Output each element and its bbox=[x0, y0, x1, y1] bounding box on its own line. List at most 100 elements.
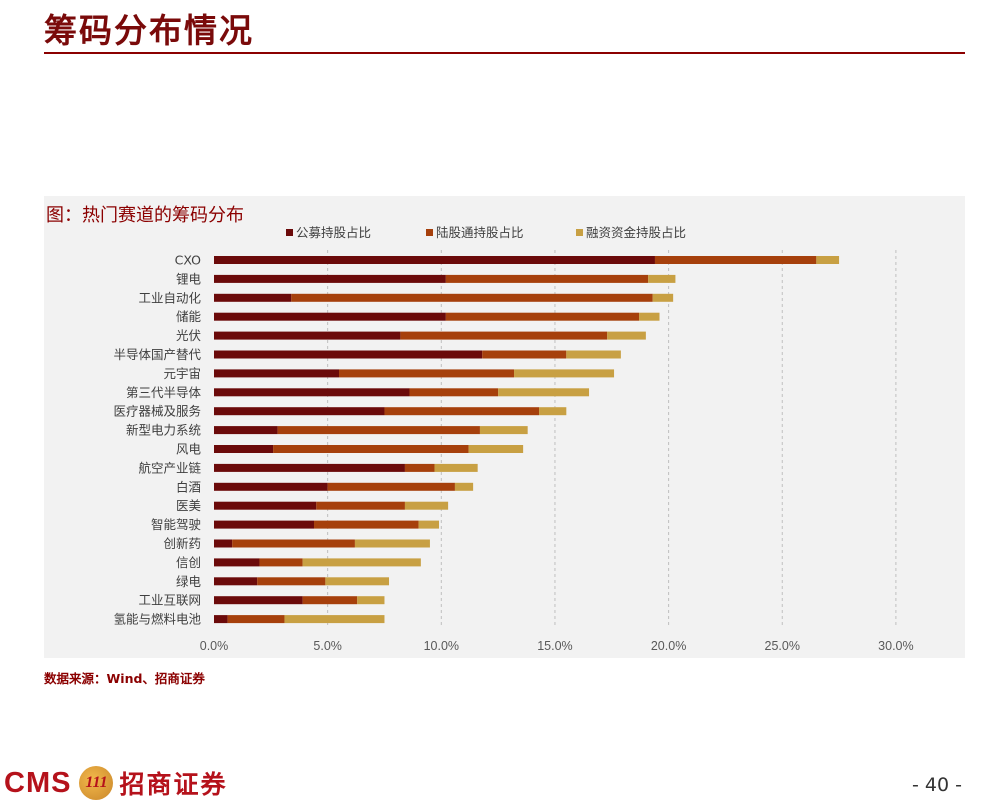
category-label: 创新药 bbox=[163, 536, 201, 551]
legend-swatch bbox=[286, 229, 293, 236]
category-label: 工业互联网 bbox=[138, 593, 201, 608]
bar-segment bbox=[277, 426, 480, 435]
x-tick-label: 25.0% bbox=[765, 639, 800, 653]
bar-segment bbox=[214, 388, 410, 397]
bar-segment bbox=[214, 256, 655, 264]
category-label: 医美 bbox=[176, 498, 201, 513]
x-tick-label: 20.0% bbox=[651, 639, 686, 653]
bar-segment bbox=[384, 407, 540, 416]
category-label: 第三代半导体 bbox=[126, 385, 202, 400]
bar-segment bbox=[232, 539, 355, 548]
legend-swatch bbox=[576, 229, 583, 236]
category-label: 新型电力系统 bbox=[126, 423, 201, 438]
category-label: 氢能与燃料电池 bbox=[113, 612, 201, 627]
logo-emblem-icon: 111 bbox=[79, 766, 114, 800]
bar-segment bbox=[654, 256, 817, 264]
bar-segment bbox=[514, 369, 615, 378]
bar-segment bbox=[214, 350, 483, 359]
category-label: 风电 bbox=[176, 442, 202, 457]
bar-segment bbox=[302, 596, 358, 605]
bar-segment bbox=[454, 482, 474, 491]
bar-segment bbox=[648, 274, 676, 283]
bar-segment bbox=[468, 445, 524, 453]
bar-segment bbox=[404, 463, 435, 472]
bar-segment bbox=[214, 426, 278, 435]
x-tick-label: 10.0% bbox=[424, 639, 459, 653]
bar-segment bbox=[257, 577, 326, 586]
bars-layer bbox=[214, 256, 840, 624]
bar-segment bbox=[339, 369, 515, 378]
title-divider bbox=[44, 52, 965, 54]
bar-segment bbox=[214, 482, 328, 491]
bar-segment bbox=[639, 312, 660, 321]
bar-segment bbox=[325, 577, 390, 586]
legend-label: 陆股通持股占比 bbox=[436, 225, 524, 240]
bar-segment bbox=[214, 615, 228, 624]
bar-segment bbox=[259, 558, 303, 567]
bar-segment bbox=[357, 596, 385, 605]
chart-caption: 图：热门赛道的筹码分布 bbox=[46, 205, 244, 226]
x-tick-label: 30.0% bbox=[878, 639, 913, 653]
legend-label: 公募持股占比 bbox=[296, 225, 371, 240]
bar-segment bbox=[482, 350, 567, 359]
bar-segment bbox=[607, 331, 646, 340]
x-tick-label: 5.0% bbox=[313, 639, 342, 653]
category-labels: CXO 锂电工业自动化储能光伏半导体国产替代元宇宙第三代半导体医疗器械及服务新型电… bbox=[113, 253, 201, 627]
bar-segment bbox=[302, 558, 421, 567]
bar-segment bbox=[214, 369, 340, 378]
grid-layer bbox=[327, 250, 897, 628]
bar-segment bbox=[409, 388, 499, 397]
category-label: 半导体国产替代 bbox=[113, 347, 201, 362]
bar-segment bbox=[404, 501, 449, 510]
category-label: 医疗器械及服务 bbox=[113, 404, 201, 419]
category-label: 绿电 bbox=[176, 574, 202, 589]
x-axis-ticks: 0.0% 5.0% 10.0% 15.0% 20.0% 25.0% 30.0% bbox=[200, 639, 914, 653]
page-number: - 40 - bbox=[912, 774, 962, 796]
bar-segment bbox=[314, 520, 419, 529]
bar-segment bbox=[214, 577, 258, 586]
bar-segment bbox=[214, 312, 446, 321]
category-label: CXO bbox=[175, 253, 201, 268]
legend-label: 融资资金持股占比 bbox=[586, 225, 686, 240]
page-title: 筹码分布情况 bbox=[44, 11, 254, 50]
bar-segment bbox=[273, 445, 469, 453]
category-label: 智能驾驶 bbox=[151, 517, 202, 532]
bar-segment bbox=[445, 312, 640, 321]
logo-company-name: 招商证券 bbox=[119, 770, 228, 799]
bar-segment bbox=[434, 463, 478, 472]
bar-segment bbox=[214, 331, 401, 340]
bar-segment bbox=[445, 274, 649, 283]
bar-segment bbox=[418, 520, 440, 529]
source-note: 数据来源：Wind、招商证券 bbox=[44, 671, 205, 686]
bar-segment bbox=[316, 501, 405, 510]
bar-segment bbox=[214, 539, 233, 548]
legend-swatch bbox=[426, 229, 433, 236]
category-label: 光伏 bbox=[176, 328, 202, 343]
bar-segment bbox=[354, 539, 430, 548]
bar-segment bbox=[400, 331, 608, 340]
bar-segment bbox=[479, 426, 528, 435]
bar-segment bbox=[539, 407, 567, 416]
company-logo: CMS 111 招商证券 bbox=[4, 764, 227, 802]
x-tick-label: 15.0% bbox=[537, 639, 572, 653]
bar-segment bbox=[214, 558, 260, 567]
bar-segment bbox=[227, 615, 285, 624]
bar-segment bbox=[214, 407, 385, 416]
bar-segment bbox=[214, 274, 446, 283]
bar-segment bbox=[284, 615, 385, 624]
category-label: 航空产业链 bbox=[138, 460, 201, 475]
bar-segment bbox=[214, 293, 292, 302]
x-tick-label: 0.0% bbox=[200, 639, 229, 653]
chart-legend: 公募持股占比 陆股通持股占比 融资资金持股占比 bbox=[286, 225, 686, 240]
logo-cms-text: CMS bbox=[4, 766, 72, 799]
bar-segment bbox=[214, 501, 317, 510]
category-label: 元宇宙 bbox=[163, 366, 201, 381]
bar-segment bbox=[214, 463, 405, 472]
bar-segment bbox=[566, 350, 621, 359]
category-label: 白酒 bbox=[176, 479, 201, 494]
bar-segment bbox=[214, 520, 315, 529]
category-label: 锂电 bbox=[176, 271, 202, 286]
bar-segment bbox=[498, 388, 590, 397]
category-label: 信创 bbox=[176, 555, 201, 570]
